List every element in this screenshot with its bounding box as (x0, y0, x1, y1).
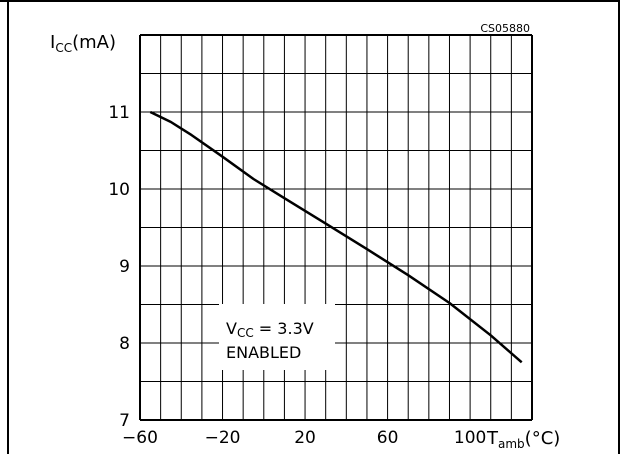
annotation-line-1: VCC = 3.3V (226, 319, 314, 340)
series-line (149, 110, 523, 364)
x-tick-label: 20 (294, 428, 316, 448)
annotation-line-2: ENABLED (226, 343, 301, 362)
y-tick-label: 9 (119, 257, 130, 277)
tick-labels: −60 −20 20 60 100 7 8 9 10 11 (108, 103, 486, 448)
grid (139, 34, 533, 421)
x-label-main: T (486, 428, 499, 449)
x-label-sub: amb (498, 437, 525, 451)
x-axis-label: Tamb(°C) (486, 428, 560, 451)
annotation-vcc-value: = 3.3V (254, 319, 314, 338)
annotation-vcc-sub: CC (237, 326, 254, 340)
figure-code: CS05880 (480, 22, 530, 35)
series-group (149, 110, 523, 364)
x-tick-label: −20 (205, 428, 241, 448)
y-tick-label: 11 (108, 103, 130, 123)
annotation-vcc-main: V (226, 319, 237, 338)
y-label-main: I (50, 32, 55, 53)
y-tick-label: 7 (119, 411, 130, 431)
y-tick-label: 8 (119, 334, 130, 354)
x-tick-label: 60 (377, 428, 399, 448)
y-label-unit: (mA) (72, 32, 116, 53)
x-label-unit: (°C) (525, 428, 561, 449)
x-tick-label: 100 (454, 428, 486, 448)
y-axis-label: ICC(mA) (50, 32, 116, 55)
annotation-box (219, 304, 335, 370)
y-tick-label: 10 (108, 180, 130, 200)
x-tick-label: −60 (122, 428, 158, 448)
y-label-sub: CC (55, 41, 72, 55)
